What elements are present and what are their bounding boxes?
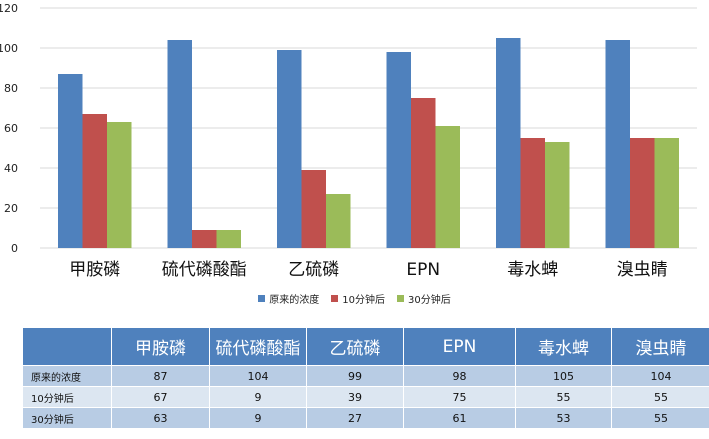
table-cell: 27: [306, 407, 404, 429]
table-corner-cell: [22, 327, 112, 366]
y-tick-label: 100: [0, 42, 18, 55]
legend-item-original: 原来的浓度: [258, 291, 319, 306]
table-row-header: 10分钟后: [22, 386, 112, 408]
table-cell: 9: [209, 407, 307, 429]
table-cell: 55: [611, 407, 709, 429]
table-header-cell: 甲胺磷: [111, 327, 210, 366]
table-cell: 98: [403, 365, 516, 387]
table-header-cell: 溴虫睛: [611, 327, 709, 366]
table-cell: 105: [515, 365, 612, 387]
table-cell: 55: [611, 386, 709, 408]
y-axis-ticks: 0 20 40 60 80 100 120: [0, 2, 18, 255]
bar: [301, 170, 326, 248]
table-cell: 99: [306, 365, 404, 387]
bar: [496, 38, 521, 248]
table-cell: 63: [111, 407, 210, 429]
table-cell: 53: [515, 407, 612, 429]
y-tick-label: 120: [0, 2, 18, 15]
y-tick-label: 20: [4, 202, 18, 215]
legend-label-original: 原来的浓度: [269, 294, 320, 306]
table-cell: 39: [306, 386, 404, 408]
data-table: 甲胺磷 硫代磷酸酯 乙硫磷 EPN 毒水蜱 溴虫睛 原来的浓度 87 104 9…: [22, 327, 709, 429]
bar: [411, 98, 436, 248]
x-tick-label: EPN: [406, 260, 440, 280]
legend-swatch-30min: [397, 294, 404, 302]
legend-item-30min: 30分钟后: [397, 291, 451, 306]
legend-swatch-10min: [331, 294, 339, 302]
table-row: 30分钟后 63 9 27 61 53 55: [22, 407, 709, 429]
table-header-cell: 毒水蜱: [515, 327, 612, 366]
bar: [326, 194, 351, 248]
bar-chart: 0 20 40 60 80 100 120 甲胺磷 硫代磷酸酯 乙硫磷 EPN 毒水蜱 溴虫睛: [0, 2, 697, 280]
table-cell: 61: [403, 407, 516, 429]
table-header-cell: 乙硫磷: [306, 327, 404, 366]
y-tick-label: 0: [11, 242, 18, 255]
x-tick-label: 溴虫睛: [617, 260, 668, 280]
bar: [386, 52, 411, 248]
bar: [654, 138, 679, 248]
bar: [107, 122, 132, 248]
table-header-row: 甲胺磷 硫代磷酸酯 乙硫磷 EPN 毒水蜱 溴虫睛: [22, 327, 709, 366]
bar: [520, 138, 545, 248]
table-cell: 75: [403, 386, 516, 408]
gridlines: [40, 7, 697, 249]
table-cell: 55: [515, 386, 612, 408]
bar: [82, 114, 107, 248]
x-tick-label: 甲胺磷: [69, 260, 120, 280]
table-header-cell: 硫代磷酸酯: [209, 327, 307, 366]
x-tick-label: 硫代磷酸酯: [162, 260, 247, 280]
y-tick-label: 40: [4, 162, 18, 175]
table-header-cell: EPN: [403, 327, 516, 366]
bar: [545, 142, 570, 248]
table-row: 原来的浓度 87 104 99 98 105 104: [22, 365, 709, 387]
table-cell: 67: [111, 386, 210, 408]
table-row: 10分钟后 67 9 39 75 55 55: [22, 386, 709, 408]
legend-item-10min: 10分钟后: [331, 291, 385, 306]
table-row-header: 原来的浓度: [22, 365, 112, 387]
bar: [605, 40, 630, 248]
x-axis-labels: 甲胺磷 硫代磷酸酯 乙硫磷 EPN 毒水蜱 溴虫睛: [69, 260, 668, 280]
table-cell: 104: [209, 365, 307, 387]
legend: 原来的浓度 10分钟后 30分钟后: [0, 290, 709, 306]
bar: [277, 50, 302, 248]
y-tick-label: 80: [4, 82, 18, 95]
table-cell: 87: [111, 365, 210, 387]
x-tick-label: 乙硫磷: [288, 260, 339, 280]
y-tick-label: 60: [4, 122, 18, 135]
bars: [58, 38, 679, 248]
x-tick-label: 毒水蜱: [507, 260, 558, 280]
bar: [630, 138, 655, 248]
table-row-header: 30分钟后: [22, 407, 112, 429]
table-cell: 9: [209, 386, 307, 408]
bar: [167, 40, 192, 248]
bar: [58, 74, 83, 248]
bar: [216, 230, 241, 248]
bar: [435, 126, 460, 248]
legend-label-30min: 30分钟后: [408, 294, 451, 306]
legend-label-10min: 10分钟后: [342, 294, 385, 306]
bar: [192, 230, 217, 248]
table-cell: 104: [611, 365, 709, 387]
legend-swatch-original: [258, 294, 266, 302]
